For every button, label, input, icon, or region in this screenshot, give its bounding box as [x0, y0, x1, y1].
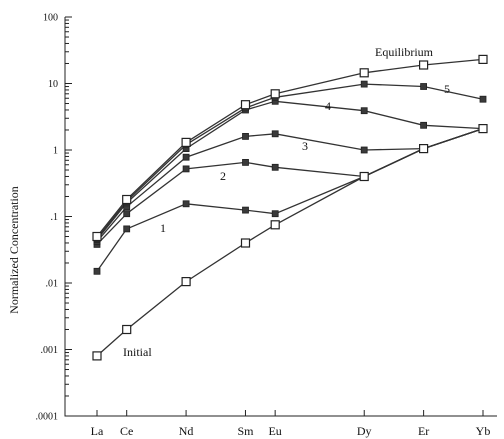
axes: 100 10 1 .1 .01 .001 .0001 La Ce Nd Sm Eu Dy Er Yb — [36, 13, 497, 438]
series-line-2 — [96, 127, 484, 245]
annotation-3: 3 — [302, 139, 308, 153]
annotation-initial: Initial — [123, 345, 152, 359]
point-equilibrium-dy — [359, 68, 369, 78]
point-2-nd — [182, 165, 190, 173]
series-line-5 — [96, 83, 484, 239]
point-equilibrium-la — [92, 231, 102, 242]
annotations-group: Equilibrium 5 4 3 2 1 Initial — [123, 45, 450, 359]
x-tick-label-la: La — [91, 424, 104, 438]
x-tick-label-dy: Dy — [357, 424, 372, 438]
point-initial-er — [419, 144, 429, 154]
x-tick-label-nd: Nd — [179, 424, 194, 438]
series-line-equilibrium — [96, 58, 484, 237]
series-line-initial — [96, 127, 484, 357]
x-tick-label-yb: Yb — [476, 424, 491, 438]
x-tick-label-er: Er — [418, 424, 429, 438]
point-initial-ce — [122, 324, 132, 335]
point-equilibrium-er — [419, 60, 429, 70]
y-tick-label: .0001 — [36, 412, 59, 423]
point-3-dy — [360, 146, 368, 154]
point-4-dy — [360, 107, 368, 115]
point-1-nd — [182, 200, 190, 208]
point-4-er — [420, 121, 428, 129]
y-tick-label: .01 — [46, 279, 59, 290]
y-tick-label: 10 — [48, 79, 58, 90]
point-initial-sm — [240, 238, 251, 248]
annotation-5: 5 — [444, 82, 450, 96]
x-tick-label-eu: Eu — [268, 424, 281, 438]
point-3-eu — [271, 130, 279, 138]
y-axis-label: Normalized Concentration — [7, 186, 21, 314]
point-initial-nd — [181, 277, 191, 287]
point-1-ce — [123, 225, 131, 233]
point-5-yb — [479, 95, 487, 103]
y-tick-label: .1 — [51, 212, 59, 223]
point-initial-dy — [359, 171, 369, 182]
point-5-dy — [360, 80, 368, 88]
point-equilibrium-sm — [240, 100, 251, 110]
markers-group — [92, 54, 488, 361]
point-5-er — [420, 83, 428, 90]
point-equilibrium-ce — [122, 194, 132, 205]
point-2-eu — [271, 163, 279, 171]
point-initial-yb — [478, 123, 488, 134]
point-3-sm — [242, 132, 249, 140]
y-tick-label: 1 — [53, 146, 58, 157]
series-line-3 — [96, 127, 484, 243]
series-group — [96, 58, 484, 357]
point-1-eu — [271, 210, 279, 218]
point-1-sm — [242, 206, 249, 214]
annotation-4: 4 — [325, 99, 331, 113]
x-tick-label-ce: Ce — [120, 424, 133, 438]
y-tick-label: 100 — [43, 13, 58, 24]
point-equilibrium-nd — [181, 137, 191, 147]
point-2-sm — [242, 158, 249, 166]
annotation-1: 1 — [160, 221, 166, 235]
point-equilibrium-yb — [478, 54, 488, 65]
annotation-2: 2 — [220, 169, 226, 183]
point-initial-la — [92, 351, 102, 361]
annotation-equilibrium: Equilibrium — [375, 45, 434, 59]
point-2-ce — [123, 210, 131, 218]
y-tick-label: .001 — [41, 345, 59, 356]
point-initial-eu — [270, 220, 280, 230]
series-line-4 — [96, 100, 484, 241]
point-equilibrium-eu — [270, 89, 280, 99]
point-1-la — [93, 267, 101, 275]
point-3-nd — [182, 153, 190, 161]
x-tick-label-sm: Sm — [237, 424, 254, 438]
